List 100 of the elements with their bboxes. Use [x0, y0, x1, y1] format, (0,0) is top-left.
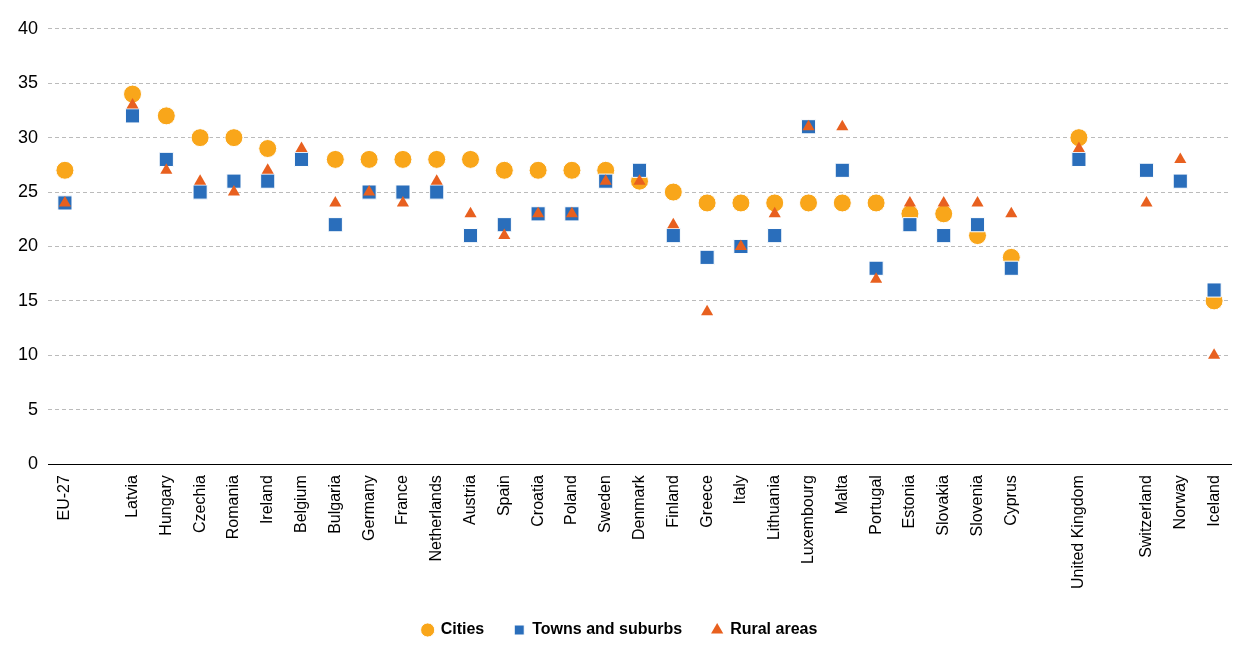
point: [631, 162, 648, 178]
point: [1069, 128, 1089, 148]
x-tick-label: Finland: [663, 475, 681, 528]
x-tick-label: EU-27: [55, 475, 73, 521]
point: [293, 151, 310, 167]
y-tick-label: 20: [17, 235, 39, 256]
y-tick-label: 10: [17, 344, 39, 365]
point: [190, 128, 210, 148]
point: [295, 141, 308, 153]
legend-label: Towns and suburbs: [532, 620, 683, 638]
point: [663, 182, 683, 202]
x-tick-label: Portugal: [866, 475, 884, 535]
point: [1005, 206, 1018, 218]
x-tick-label: Netherlands: [427, 475, 445, 562]
point: [123, 84, 143, 104]
x-tick-label: Slovenia: [967, 475, 985, 537]
y-tick-label: 5: [28, 398, 39, 419]
point: [126, 97, 139, 109]
x-tick-label: Ireland: [258, 475, 276, 525]
point: [1206, 282, 1222, 298]
point: [832, 193, 852, 213]
y-tick-label: 30: [17, 126, 39, 147]
x-tick-label: Lithuania: [765, 475, 783, 541]
x-tick-label: Norway: [1170, 475, 1188, 530]
point: [258, 139, 278, 159]
point: [55, 160, 75, 180]
point: [494, 160, 514, 180]
point: [363, 185, 376, 196]
x-tick-label: Poland: [562, 475, 580, 525]
legend-label: Rural areas: [730, 620, 818, 638]
x-tick-label: Bulgaria: [325, 475, 343, 534]
point: [934, 204, 954, 224]
point: [226, 173, 242, 189]
point: [765, 193, 785, 213]
point: [1138, 162, 1155, 178]
point: [325, 149, 345, 169]
x-tick-label: France: [393, 475, 411, 525]
x-tick-label: Switzerland: [1136, 475, 1154, 558]
point: [937, 195, 950, 207]
point: [124, 108, 141, 124]
x-tick-label: Sweden: [596, 475, 614, 533]
point: [768, 206, 781, 218]
y-tick-label: 15: [17, 289, 39, 310]
y-tick-label: 40: [17, 17, 39, 38]
x-tick-label: Denmark: [629, 474, 647, 541]
point: [1071, 151, 1087, 167]
point: [464, 206, 477, 218]
x-tick-label: Spain: [494, 475, 512, 517]
point: [699, 249, 715, 265]
x-tick-label: United Kingdom: [1069, 475, 1087, 589]
point: [902, 217, 918, 233]
point: [734, 239, 747, 250]
point: [461, 149, 481, 169]
point: [158, 151, 174, 167]
point: [194, 174, 207, 185]
point: [1140, 195, 1153, 207]
point: [565, 206, 578, 218]
point: [156, 106, 176, 126]
point: [329, 195, 342, 207]
x-tick-label: Estonia: [900, 475, 918, 529]
point: [903, 195, 916, 207]
point: [971, 195, 984, 207]
legend-label: Cities: [440, 620, 485, 638]
point: [1003, 260, 1019, 276]
point: [866, 193, 886, 213]
point: [498, 228, 511, 240]
point: [697, 193, 717, 213]
point: [393, 149, 413, 169]
y-tick-label: 0: [28, 453, 39, 474]
x-tick-label: Slovakia: [934, 475, 952, 536]
x-tick-label: Romania: [224, 475, 242, 540]
point: [1072, 141, 1085, 153]
point: [799, 193, 819, 213]
x-tick-label: Malta: [832, 475, 850, 515]
x-tick-label: Germany: [359, 475, 377, 541]
point: [767, 228, 783, 244]
point: [665, 228, 681, 244]
x-tick-label: Hungary: [156, 475, 174, 536]
point: [731, 193, 751, 213]
point: [427, 149, 447, 169]
point: [496, 217, 512, 233]
point: [430, 174, 443, 185]
point: [160, 163, 173, 174]
y-tick-label: 35: [17, 72, 39, 93]
point: [1174, 152, 1187, 163]
point: [701, 304, 714, 316]
point: [359, 149, 379, 169]
x-tick-label: Czechia: [190, 475, 208, 533]
point: [227, 185, 240, 196]
x-tick-label: Belgium: [291, 475, 309, 533]
point: [870, 272, 883, 283]
point: [936, 228, 952, 244]
point: [327, 217, 343, 233]
x-tick-label: Italy: [731, 475, 749, 505]
x-tick-label: Croatia: [528, 475, 546, 527]
point: [224, 128, 244, 148]
point: [260, 173, 276, 189]
x-tick-label: Austria: [460, 475, 478, 525]
x-tick-label: Latvia: [122, 475, 140, 518]
point: [532, 206, 545, 218]
